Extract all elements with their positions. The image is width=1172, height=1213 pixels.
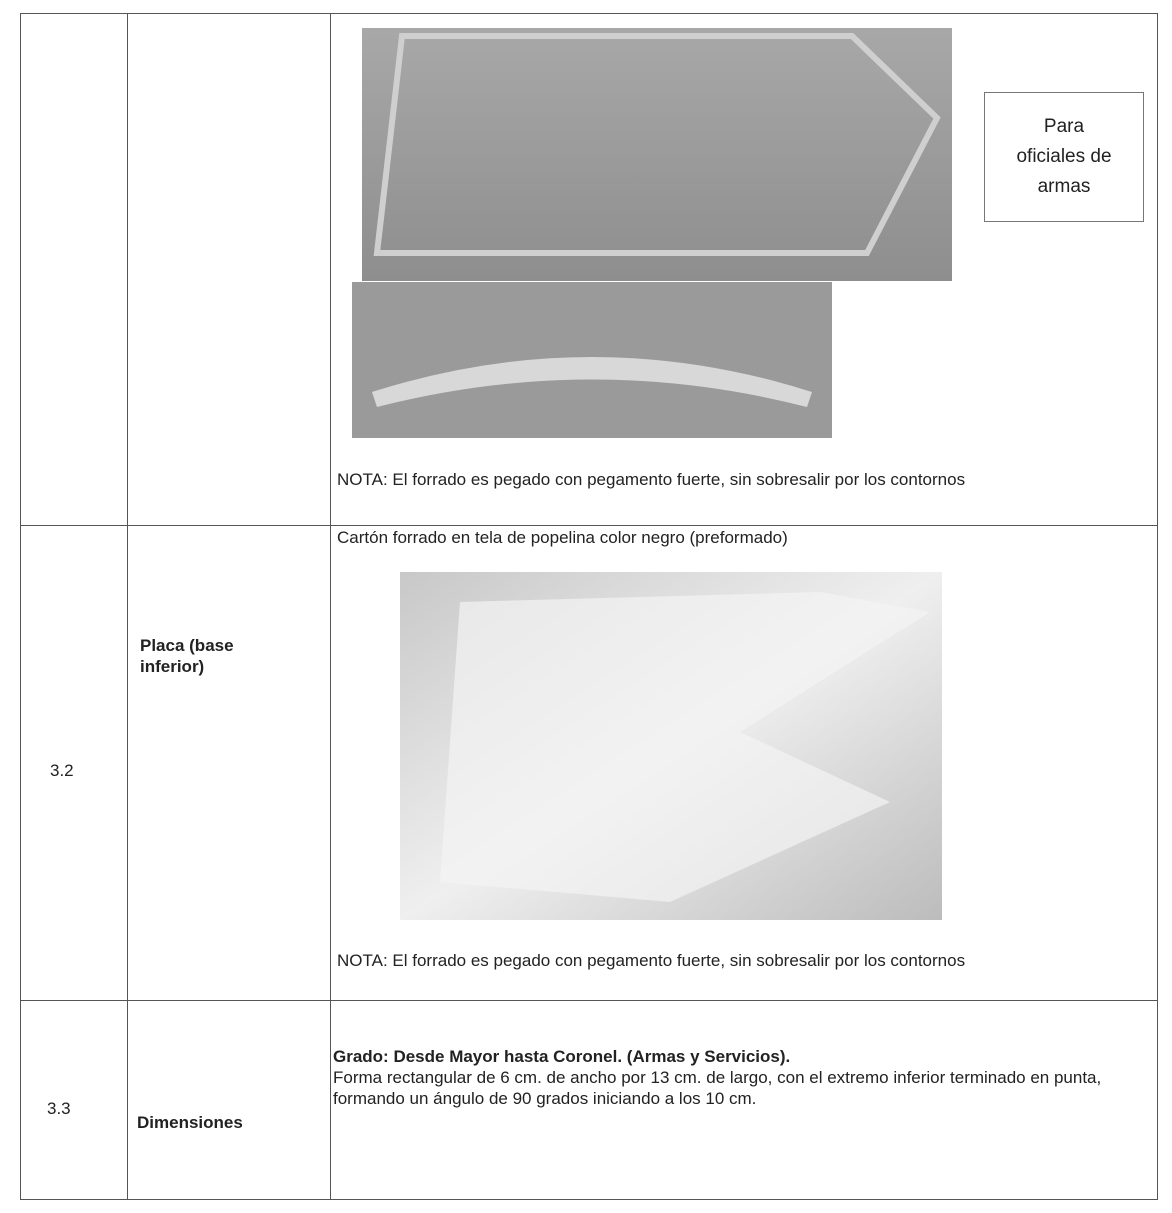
label-box: Para oficiales de armas	[984, 92, 1144, 222]
photo	[352, 282, 832, 438]
note: NOTA: El forrado es pegado con pegamento…	[337, 470, 966, 489]
item-number: 3.2	[50, 761, 74, 780]
table-border	[330, 13, 331, 1200]
row-border	[20, 1000, 1158, 1001]
box-text: Para oficiales de armas	[1016, 116, 1112, 197]
row-border	[20, 525, 1158, 526]
note: NOTA: El forrado es pegado con pegamento…	[337, 951, 966, 970]
table-border	[1157, 13, 1158, 1200]
caption: Cartón forrado en tela de popelina color…	[337, 528, 788, 547]
item-label: Dimensiones	[137, 1113, 243, 1132]
photo	[362, 28, 952, 281]
table-border	[20, 13, 1158, 14]
table-border	[20, 13, 21, 1200]
photo	[400, 572, 942, 920]
table-border	[127, 13, 128, 1200]
grade: Grado: Desde Mayor hasta Coronel. (Armas…	[333, 1047, 791, 1066]
item-number: 3.3	[47, 1099, 71, 1118]
table-border	[20, 1199, 1158, 1200]
item-label: Placa (base inferior)	[140, 636, 234, 676]
description: Forma rectangular de 6 cm. de ancho por …	[333, 1068, 1102, 1108]
